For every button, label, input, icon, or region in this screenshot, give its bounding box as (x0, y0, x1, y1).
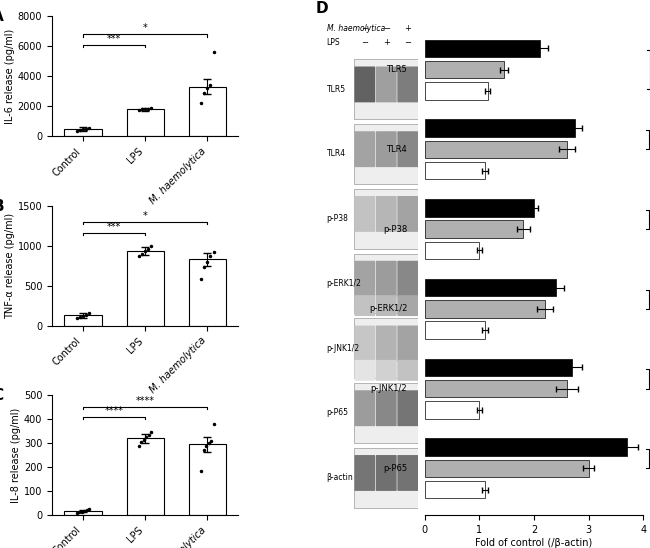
Bar (354, 318, 419, 378)
Bar (354, 59, 419, 119)
FancyBboxPatch shape (354, 326, 375, 361)
Text: ****: **** (105, 406, 124, 416)
Text: TLR4: TLR4 (386, 145, 407, 154)
FancyBboxPatch shape (397, 132, 418, 167)
Text: D: D (315, 2, 328, 16)
Text: p-P65: p-P65 (383, 464, 407, 473)
FancyBboxPatch shape (397, 196, 418, 232)
FancyBboxPatch shape (376, 66, 396, 102)
Text: *: * (143, 24, 148, 33)
Text: p-P65: p-P65 (326, 408, 348, 418)
FancyBboxPatch shape (397, 390, 418, 426)
FancyBboxPatch shape (354, 132, 375, 167)
Bar (424, 279, 556, 296)
Y-axis label: IL-8 release (pg/ml): IL-8 release (pg/ml) (11, 408, 21, 503)
FancyBboxPatch shape (376, 132, 396, 167)
Text: +: + (383, 38, 390, 47)
Bar (424, 39, 540, 57)
Text: LPS: LPS (326, 38, 340, 47)
Bar (424, 481, 485, 498)
Text: β-actin: β-actin (326, 473, 354, 482)
Bar (127, 110, 164, 136)
Bar (424, 141, 567, 158)
Text: M. haemolytica: M. haemolytica (326, 24, 385, 33)
Bar (354, 254, 419, 313)
Text: p-P38: p-P38 (326, 214, 348, 223)
Y-axis label: TNF-α release (pg/ml): TNF-α release (pg/ml) (5, 213, 15, 319)
Bar (424, 460, 589, 477)
Text: TLR5: TLR5 (386, 65, 407, 74)
FancyBboxPatch shape (354, 390, 375, 426)
Bar (424, 242, 479, 259)
Bar (424, 119, 575, 137)
X-axis label: Fold of control (/β-actin): Fold of control (/β-actin) (475, 538, 593, 547)
Text: C: C (0, 388, 3, 403)
FancyBboxPatch shape (376, 360, 396, 381)
Text: p-JNK1/2: p-JNK1/2 (326, 344, 359, 353)
FancyBboxPatch shape (376, 455, 396, 491)
Bar (424, 220, 523, 238)
FancyBboxPatch shape (397, 326, 418, 361)
Bar (424, 162, 485, 179)
Bar (188, 444, 226, 515)
Text: p-JNK1/2: p-JNK1/2 (370, 384, 407, 393)
Bar (424, 199, 534, 216)
Bar (354, 448, 419, 507)
Text: p-ERK1/2: p-ERK1/2 (369, 304, 407, 313)
Bar (64, 315, 101, 326)
Text: p-ERK1/2: p-ERK1/2 (326, 279, 361, 288)
Text: −: − (383, 24, 390, 33)
Text: −: − (361, 24, 369, 33)
Bar (64, 129, 101, 136)
Legend: Control, LPS, M. haemolytica: Control, LPS, M. haemolytica (444, 0, 603, 1)
Bar (424, 61, 504, 78)
Text: ***: *** (107, 222, 122, 232)
FancyBboxPatch shape (376, 261, 396, 296)
Text: TLR4: TLR4 (326, 150, 346, 158)
Y-axis label: IL-6 release (pg/ml): IL-6 release (pg/ml) (5, 28, 15, 124)
Bar (354, 189, 419, 249)
Bar (354, 383, 419, 443)
Bar (424, 438, 627, 456)
FancyBboxPatch shape (397, 455, 418, 491)
FancyBboxPatch shape (354, 360, 375, 381)
FancyBboxPatch shape (397, 66, 418, 102)
Text: A: A (0, 9, 4, 24)
FancyBboxPatch shape (354, 295, 375, 316)
Text: *: * (143, 211, 148, 221)
Bar (354, 124, 419, 184)
Bar (127, 438, 164, 515)
FancyBboxPatch shape (354, 455, 375, 491)
Bar (424, 401, 479, 419)
FancyBboxPatch shape (376, 295, 396, 316)
Text: +: + (404, 24, 411, 33)
Text: B: B (0, 198, 4, 214)
Text: ***: *** (107, 34, 122, 44)
FancyBboxPatch shape (397, 295, 418, 316)
FancyBboxPatch shape (376, 390, 396, 426)
Bar (188, 259, 226, 326)
Text: TLR5: TLR5 (326, 85, 346, 94)
Bar (424, 358, 573, 376)
FancyBboxPatch shape (397, 360, 418, 381)
Text: −: − (404, 38, 411, 47)
FancyBboxPatch shape (354, 196, 375, 232)
FancyBboxPatch shape (376, 326, 396, 361)
FancyBboxPatch shape (354, 261, 375, 296)
FancyBboxPatch shape (354, 66, 375, 102)
Text: −: − (361, 38, 369, 47)
Bar (64, 511, 101, 515)
Text: p-P38: p-P38 (383, 225, 407, 233)
Bar (127, 250, 164, 326)
Text: ****: **** (136, 396, 155, 406)
FancyBboxPatch shape (397, 261, 418, 296)
Bar (424, 82, 488, 100)
Bar (188, 87, 226, 136)
Bar (424, 321, 485, 339)
Bar (424, 380, 567, 397)
Bar (424, 300, 545, 317)
FancyBboxPatch shape (376, 196, 396, 232)
